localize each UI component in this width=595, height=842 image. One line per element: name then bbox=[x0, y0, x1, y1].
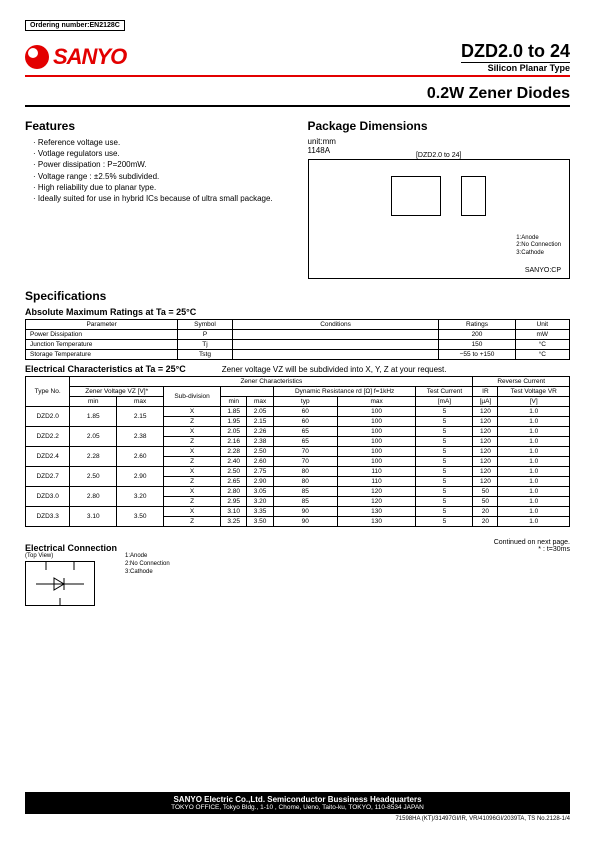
feature-list: Reference voltage use. Votlage regulator… bbox=[25, 137, 288, 204]
zener-note: Zener voltage VZ will be subdivided into… bbox=[222, 365, 447, 374]
pkg-pin-legend: 1:Anode 2:No Connection 3:Cathode bbox=[516, 235, 561, 258]
footer-company: SANYO Electric Co.,Ltd. Semiconductor Bu… bbox=[28, 795, 567, 804]
th: Dynamic Resistance rd [Ω] f=1kHz bbox=[273, 387, 416, 397]
feature-item: High reliability due to planar type. bbox=[33, 182, 288, 193]
table-row: DZD3.02.803.20X2.803.05851205501.0 bbox=[26, 487, 570, 497]
th: min bbox=[221, 397, 247, 407]
td: Storage Temperature bbox=[26, 350, 178, 360]
table-row: DZD3.33.103.50X3.103.35901305201.0 bbox=[26, 507, 570, 517]
pin-label: 3:Cathode bbox=[516, 250, 561, 258]
th: min bbox=[70, 397, 117, 407]
th: Parameter bbox=[26, 320, 178, 330]
td bbox=[232, 340, 439, 350]
pin-label: 1:Anode bbox=[125, 553, 170, 561]
th: [µA] bbox=[473, 397, 498, 407]
th: Type No. bbox=[26, 377, 70, 407]
feature-item: Reference voltage use. bbox=[33, 137, 288, 148]
feature-item: Votlage regulators use. bbox=[33, 148, 288, 159]
th: Zener Characteristics bbox=[70, 377, 473, 387]
specs-heading: Specifications bbox=[25, 289, 570, 303]
th: Test Voltage VR bbox=[498, 387, 570, 397]
package-diagram: [DZD2.0 to 24] 1:Anode 2:No Connection 3… bbox=[308, 159, 571, 279]
th: Sub-division bbox=[164, 387, 221, 407]
td: Junction Temperature bbox=[26, 340, 178, 350]
th: max bbox=[247, 397, 273, 407]
th: typ bbox=[273, 397, 337, 407]
continued-note: Continued on next page. * : t=30ms bbox=[494, 539, 570, 553]
td: 200 bbox=[439, 330, 515, 340]
table-row: DZD2.42.282.60X2.282.507010051201.0 bbox=[26, 447, 570, 457]
td: −55 to +150 bbox=[439, 350, 515, 360]
feature-item: Power dissipation : P=200mW. bbox=[33, 159, 288, 170]
th: IR bbox=[473, 387, 498, 397]
footer-address: TOKYO OFFICE, Tokyo Bldg., 1-10 , Chome,… bbox=[28, 804, 567, 811]
conn-pin-legend: 1:Anode 2:No Connection 3:Cathode bbox=[125, 553, 170, 576]
th: [mA] bbox=[416, 397, 473, 407]
td: Tstg bbox=[178, 350, 232, 360]
elec-char-table: Type No. Zener Characteristics Reverse C… bbox=[25, 376, 570, 527]
header: SANYO DZD2.0 to 24 Silicon Planar Type bbox=[25, 41, 570, 77]
td: Tj bbox=[178, 340, 232, 350]
td: Power Dissipation bbox=[26, 330, 178, 340]
th: Conditions bbox=[232, 320, 439, 330]
th: Reverse Current bbox=[473, 377, 570, 387]
table-row: DZD2.72.502.90X2.502.758011051201.0 bbox=[26, 467, 570, 477]
td bbox=[232, 350, 439, 360]
pin-label: 3:Cathode bbox=[125, 569, 170, 577]
pin-label: 1:Anode bbox=[516, 235, 561, 243]
table-row: DZD2.01.852.15X1.852.056010051201.0 bbox=[26, 407, 570, 417]
td: °C bbox=[515, 340, 569, 350]
th: Ratings bbox=[439, 320, 515, 330]
feature-item: Voltage range : ±2.5% subdivided. bbox=[33, 171, 288, 182]
td: 150 bbox=[439, 340, 515, 350]
abs-max-table: Parameter Symbol Conditions Ratings Unit… bbox=[25, 319, 570, 360]
pin-label: 2:No Connection bbox=[125, 561, 170, 569]
ordering-number: Ordering number:EN2128C bbox=[25, 20, 125, 31]
logo-text: SANYO bbox=[53, 44, 126, 70]
logo-icon bbox=[25, 45, 49, 69]
footer-code: 71598HA (KT)/31497GI/IR, VR/41096GI/2039… bbox=[25, 816, 570, 822]
th: Unit bbox=[515, 320, 569, 330]
th: max bbox=[117, 397, 164, 407]
part-number: DZD2.0 to 24 bbox=[461, 41, 570, 62]
sanyo-logo: SANYO bbox=[25, 44, 126, 70]
product-title: 0.2W Zener Diodes bbox=[25, 85, 570, 107]
pkg-unit: unit:mm bbox=[308, 137, 571, 146]
title-block: DZD2.0 to 24 Silicon Planar Type bbox=[461, 41, 570, 73]
topview-label: (Top View) bbox=[25, 553, 115, 559]
td: °C bbox=[515, 350, 569, 360]
elec-char-heading: Electrical Characteristics at Ta = 25°C bbox=[25, 364, 186, 374]
feature-item: Ideally suited for use in hybrid ICs bec… bbox=[33, 193, 288, 204]
th: Zener Voltage VZ [V]* bbox=[70, 387, 164, 397]
th: Test Current bbox=[416, 387, 473, 397]
td: mW bbox=[515, 330, 569, 340]
table-row: DZD2.22.052.38X2.052.266510051201.0 bbox=[26, 427, 570, 437]
elec-conn-heading: Electrical Connection bbox=[25, 543, 170, 553]
part-type: Silicon Planar Type bbox=[461, 62, 570, 73]
connection-diagram: (Top View) bbox=[25, 553, 115, 613]
pkg-side-view bbox=[461, 176, 486, 216]
pkg-model-label: [DZD2.0 to 24] bbox=[408, 152, 470, 159]
td bbox=[232, 330, 439, 340]
pkg-front-view bbox=[391, 176, 441, 216]
features-heading: Features bbox=[25, 119, 288, 133]
td: P bbox=[178, 330, 232, 340]
diode-symbol-icon bbox=[26, 562, 94, 605]
pkg-brand: SANYO:CP bbox=[525, 267, 561, 274]
th: Symbol bbox=[178, 320, 232, 330]
th: [V] bbox=[498, 397, 570, 407]
footer: SANYO Electric Co.,Ltd. Semiconductor Bu… bbox=[25, 792, 570, 822]
pin-label: 2:No Connection bbox=[516, 242, 561, 250]
th: max bbox=[337, 397, 416, 407]
package-heading: Package Dimensions bbox=[308, 119, 571, 133]
abs-max-heading: Absolute Maximum Ratings at Ta = 25°C bbox=[25, 307, 570, 317]
